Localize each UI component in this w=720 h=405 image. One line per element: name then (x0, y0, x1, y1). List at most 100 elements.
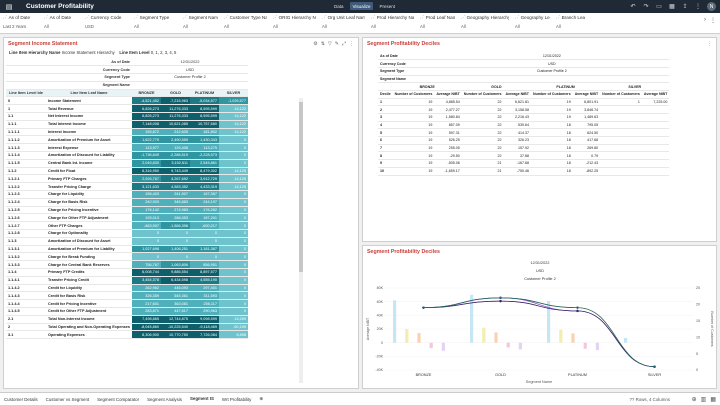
undo-icon[interactable]: ↶ (630, 4, 636, 10)
filter-2[interactable]: ⋰Currency Code USD (82, 13, 131, 33)
zoom-icon[interactable]: ⊕ (691, 396, 697, 403)
filter-7[interactable]: ⋰Org Unit Leaf Name All (319, 13, 368, 33)
table-row[interactable]: 1.1.2.4 Charge for Basis Risk 240,903 346,8… (6, 198, 248, 207)
table-row[interactable]: 1 19 4,885.54 22 6,621.81 19 6,801.91 1 7,225.00 (378, 98, 670, 107)
export-icon[interactable]: ⇪ (682, 4, 688, 10)
table-row[interactable]: 3.1 Operating Expenses 8,306,900 10,770,750… (6, 330, 248, 340)
table-row[interactable]: 1.1.2.2 Transfer Pricing Charge 3,121,633 4… (6, 182, 248, 192)
filter-next-icon[interactable]: › (704, 17, 706, 23)
table-row[interactable]: 1.1.1 Total Interest Income 7,148,008 10,62… (6, 120, 248, 129)
table-row[interactable]: 1.1.2.5 Charge for Pricing Incentive 176,1… (6, 206, 248, 215)
table-row[interactable]: 1.1.2.3 Charge for Liquidity 156,403 241,90… (6, 190, 248, 199)
col-avg[interactable]: Average NIBT (572, 90, 601, 99)
table-row[interactable]: 7 19 255.05 22 157.92 18 269.80 (378, 144, 670, 153)
mode-data[interactable]: Data (334, 3, 344, 9)
table-row[interactable]: 1.1.4.1 Transfer Pricing Credit 3,454,378 6… (6, 276, 248, 285)
mode-present[interactable]: Present (379, 3, 395, 9)
col-header-name[interactable]: Line Item Leaf Name (46, 89, 132, 98)
save-icon[interactable]: ▭ (656, 4, 662, 10)
level-value[interactable]: 0, 1, 2, 3, 4, 5 (150, 50, 177, 55)
filter-value[interactable]: All (556, 24, 561, 29)
table-row[interactable]: 1.1.1.1 Interest Income 155,872 212,605 181,… (6, 128, 248, 137)
col-count[interactable]: Number of Customers (392, 90, 435, 99)
filter-value[interactable]: All (461, 24, 466, 29)
add-tab-icon[interactable]: ⊕ (259, 396, 264, 401)
col-avg[interactable]: Average NIBT (434, 90, 462, 99)
table-row[interactable]: 1.1.2.6 Charge for Other FTP Adjustment 19… (6, 213, 248, 223)
col-header-segment[interactable]: SILVER (219, 89, 248, 98)
sort-icon[interactable]: ⇅ (320, 41, 325, 47)
table-row[interactable]: 1.1.1.2 Amortization of Premium for Asset… (6, 135, 248, 145)
more-icon[interactable]: ⋮ (707, 41, 712, 47)
table-row[interactable]: 1.1.2.7 Other FTP Charges -663,907 -1,566,3… (6, 221, 248, 231)
filter-value[interactable]: All (420, 24, 425, 29)
table-scrollbar[interactable] (299, 98, 303, 383)
filter-value[interactable]: All (183, 24, 188, 29)
filter-value[interactable]: Last 2 Years (3, 24, 27, 29)
table-row[interactable]: 1.1.2.8 Charge for Optionality 0 0 0 0 (6, 229, 248, 238)
col-header-id[interactable]: Line Item Level Ide (6, 89, 46, 98)
table-row[interactable]: 1.1.4 Primary FTP Credits 6,008,744 9,886,5… (6, 268, 248, 277)
tab-segment-analysis[interactable]: Segment Analysis (147, 396, 182, 402)
filter-value[interactable]: All (515, 24, 520, 29)
scroll-thumb[interactable] (299, 102, 303, 272)
table-row[interactable]: 1.1.3.1 Amortization of Premium for Liabi… (6, 245, 248, 254)
table-row[interactable]: 0 Income Statement -4,521,452 -7,215,963 -5,… (6, 96, 248, 106)
filter-1[interactable]: ⋰As of Date All (41, 13, 82, 33)
table-row[interactable]: 2.1 Total Non-Interest Income 7,498,865 12,… (6, 315, 248, 324)
maximize-icon[interactable]: ⤢ (341, 41, 346, 47)
filter-12[interactable]: ⋰Branch Lea All (553, 13, 594, 33)
settings-icon[interactable]: ⚙ (313, 41, 318, 47)
more-icon[interactable]: ⋮ (695, 4, 701, 10)
table-row[interactable]: 1.1.3.3 Charge for Central Bank Reserves 7… (6, 260, 248, 270)
grid-view-icon[interactable]: ▦ (710, 396, 716, 403)
table-row[interactable]: 1.1.1.5 Central Bank Int. Income 2,045,830… (6, 159, 248, 168)
tab-wrt-profitability[interactable]: Wrt Profitability (221, 396, 252, 402)
filter-value[interactable]: All (371, 24, 376, 29)
col-avg[interactable]: Average NIBT (641, 90, 670, 99)
table-row[interactable]: 6 19 526.25 22 326.23 18 417.68 (378, 136, 670, 145)
table-row[interactable]: 2 Total Operating and Non-Operating Expen… (6, 323, 248, 332)
filter-3[interactable]: ⋰Segment Type All (131, 13, 180, 33)
table-row[interactable]: 1.1.1.3 Interest Expense 113,977 129,408 113… (6, 143, 248, 153)
table-row[interactable]: 1.1.4.4 Credit for Pricing Incentive 217,6… (6, 299, 248, 308)
col-count[interactable]: Number of Customers (600, 90, 642, 99)
edit-icon[interactable]: ✎ (334, 41, 339, 47)
redo-icon[interactable]: ↷ (643, 4, 649, 10)
table-row[interactable]: 1.1.4.5 Credit for Other FTP Adjustment 28… (6, 307, 248, 316)
table-row[interactable]: 8 19 -29.50 22 37.88 18 0.79 (378, 151, 670, 161)
layout-icon[interactable]: ▥ (700, 396, 707, 403)
table-row[interactable]: 1.1.3.2 Charge for Break Funding 0 0 0 0 (6, 252, 248, 262)
table-row[interactable]: 3 19 1,580.84 22 2,216.43 19 1,489.63 (378, 113, 670, 122)
table-row[interactable]: 1.1.4.3 Credit for Basis Risk 326,359 545,3… (6, 291, 248, 301)
col-decile[interactable]: Decile (378, 90, 393, 99)
filter-0[interactable]: ⋰As of Date Last 2 Years (0, 13, 41, 33)
home-icon[interactable]: ▤ (5, 3, 13, 11)
col-header-segment[interactable]: BRONZE (132, 89, 161, 98)
filter-icon[interactable]: ▽ (327, 41, 332, 47)
grid-icon[interactable]: ▦ (669, 4, 675, 10)
table-row[interactable]: 1 Total Revenue 6,826,273 11,276,333 8,595,5… (6, 104, 248, 114)
table-row[interactable]: 4 19 857.09 22 539.64 18 795.05 (378, 121, 670, 130)
filter-value[interactable]: All (273, 24, 278, 29)
filter-value[interactable]: All (322, 24, 327, 29)
table-row[interactable]: 1.1 Net Interest Income 6,826,273 11,276,33… (6, 112, 248, 121)
more-icon[interactable]: ⋮ (349, 41, 354, 47)
filter-value[interactable]: All (134, 24, 139, 29)
table-row[interactable]: 1.1.2.1 Primary FTP Charges 2,926,767 4,267… (6, 174, 248, 184)
filter-value[interactable]: USD (85, 24, 94, 29)
tab-customer-vs-segment[interactable]: Customer vs Segment (45, 396, 90, 402)
table-row[interactable]: 1.1.1.4 Amortization of Discount for Liab… (6, 151, 248, 160)
tab-segment-is[interactable]: Segment IS (186, 393, 218, 405)
col-header-segment[interactable]: PLATINUM (190, 89, 219, 98)
col-header-segment[interactable]: GOLD (161, 89, 190, 98)
tab-segment-comparator[interactable]: Segment Comparator (97, 396, 140, 402)
mode-visualize[interactable]: Visualize (349, 2, 374, 10)
col-count[interactable]: Number of Customers (461, 90, 504, 99)
